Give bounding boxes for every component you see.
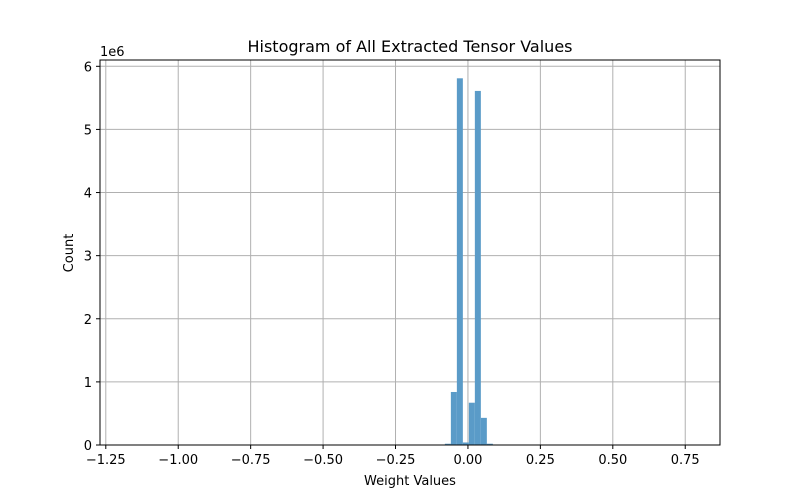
x-tick-label: −0.25 [376, 453, 416, 468]
plot-frame [99, 59, 721, 446]
y-tick-label: 3 [84, 250, 92, 265]
histogram-bar [444, 443, 451, 445]
x-tick-label: −0.50 [303, 453, 343, 468]
y-tick-label: 1 [84, 376, 92, 391]
y-tick-label: 6 [84, 60, 92, 75]
y-axis-offset-label: 1e6 [100, 45, 125, 60]
y-axis-title: Count [62, 234, 77, 273]
x-tick-label: 0.75 [671, 453, 700, 468]
histogram-bar [474, 90, 481, 445]
x-tick-label: −1.00 [158, 453, 198, 468]
y-tick-label: 4 [84, 187, 92, 202]
x-tick-label: 0.25 [526, 453, 555, 468]
x-tick-label: −1.25 [86, 453, 126, 468]
y-tick-label: 2 [84, 313, 92, 328]
histogram-bar [480, 417, 487, 445]
y-tick-label: 0 [84, 439, 92, 454]
histogram-bar [450, 391, 457, 445]
y-axis-ticks: 0 1 2 3 4 5 6 [84, 60, 100, 454]
x-tick-label: 0.00 [453, 453, 482, 468]
histogram-bar [462, 442, 469, 445]
x-tick-label: 0.50 [598, 453, 627, 468]
histogram-bar [486, 443, 493, 445]
x-tick-label: −0.75 [231, 453, 271, 468]
histogram-bar [468, 402, 475, 445]
x-axis-ticks: −1.25 −1.00 −0.75 −0.50 −0.25 0.00 0.25 0.50 0.7… [86, 445, 700, 468]
histogram-bar [456, 78, 463, 445]
chart-title: Histogram of All Extracted Tensor Values [247, 37, 572, 56]
x-axis-title: Weight Values [364, 474, 456, 489]
grid-lines [100, 60, 720, 446]
y-tick-label: 5 [84, 123, 92, 138]
histogram-bars [444, 78, 493, 445]
